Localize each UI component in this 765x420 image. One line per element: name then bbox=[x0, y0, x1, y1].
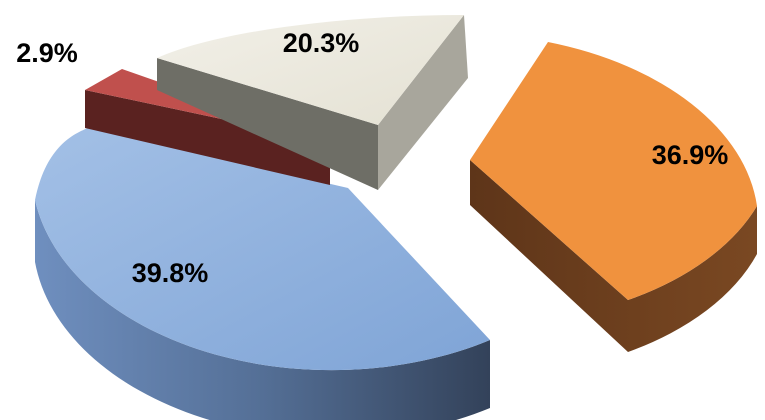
slice-blue-side bbox=[35, 200, 490, 420]
slice-red-side bbox=[85, 90, 330, 185]
slice-orange-top bbox=[470, 42, 757, 300]
slice-blue bbox=[35, 128, 490, 420]
slice-orange-side bbox=[470, 160, 757, 352]
data-label-orange: 36.9% bbox=[652, 140, 729, 170]
data-label-cream: 20.3% bbox=[283, 28, 360, 58]
slice-cream-side-left bbox=[157, 58, 378, 190]
slice-cream bbox=[157, 15, 468, 190]
slice-orange bbox=[470, 42, 757, 352]
slice-cream-side-right bbox=[378, 15, 468, 190]
data-label-blue: 39.8% bbox=[132, 258, 209, 288]
data-label-red: 2.9% bbox=[16, 38, 78, 68]
slice-cream-top bbox=[157, 15, 464, 125]
slice-blue-top bbox=[35, 128, 490, 371]
